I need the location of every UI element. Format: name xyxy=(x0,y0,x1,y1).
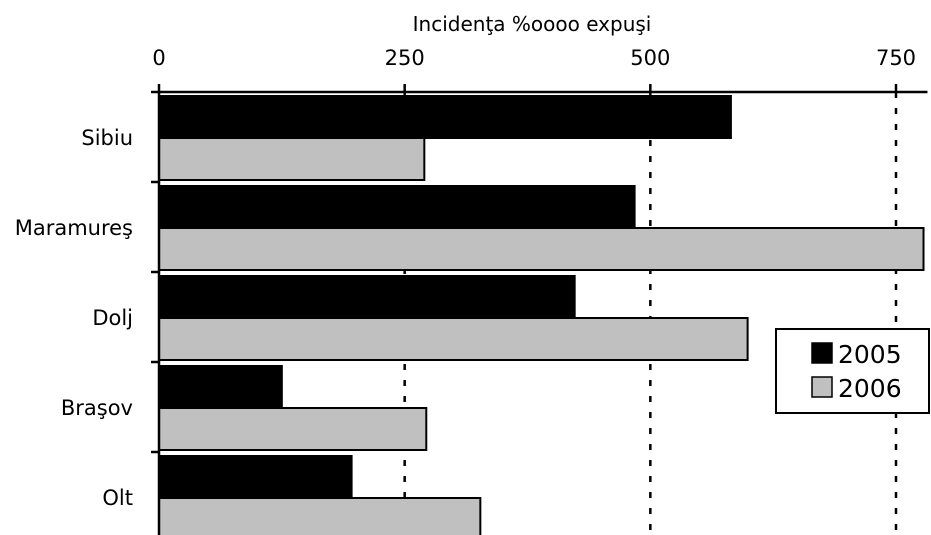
bar-2005-2 xyxy=(158,275,576,319)
category-label: Sibiu xyxy=(81,126,133,150)
category-label: Dolj xyxy=(92,306,133,330)
bar-2005-0 xyxy=(158,95,732,139)
bars xyxy=(158,95,925,535)
gridlines xyxy=(403,92,898,535)
legend-items: 2005 2006 xyxy=(811,340,902,403)
x-tick-label: 500 xyxy=(630,46,670,70)
legend-swatch-2006 xyxy=(811,376,833,398)
x-tick-labels: 0 250 500 750 xyxy=(152,46,916,92)
category-labels: Sibiu Maramureş Dolj Braşov Olt xyxy=(15,126,133,510)
bar-2006-3 xyxy=(158,407,428,451)
bar-2005-3 xyxy=(158,365,283,409)
bar-2005-1 xyxy=(158,185,636,229)
x-axis: Incidenţa %oooo expuşi xyxy=(151,12,928,535)
bar-2006-4 xyxy=(158,497,482,535)
x-tick-label: 0 xyxy=(152,46,165,70)
category-label: Maramureş xyxy=(15,216,133,240)
category-label: Olt xyxy=(102,486,133,510)
legend-box xyxy=(775,328,930,414)
bar-2006-0 xyxy=(158,137,426,181)
legend-label: 2006 xyxy=(838,374,902,403)
legend-swatch-2005 xyxy=(811,342,833,364)
bar-2005-4 xyxy=(158,455,353,499)
bar-2006-1 xyxy=(158,227,925,271)
legend: 2005 2006 xyxy=(775,328,930,414)
x-tick-label: 250 xyxy=(385,46,425,70)
x-axis-title: Incidenţa %oooo expuşi xyxy=(413,12,652,36)
bar-2006-2 xyxy=(158,317,749,361)
x-tick-label: 750 xyxy=(876,46,916,70)
legend-label: 2005 xyxy=(838,340,902,369)
category-label: Braşov xyxy=(61,396,133,420)
